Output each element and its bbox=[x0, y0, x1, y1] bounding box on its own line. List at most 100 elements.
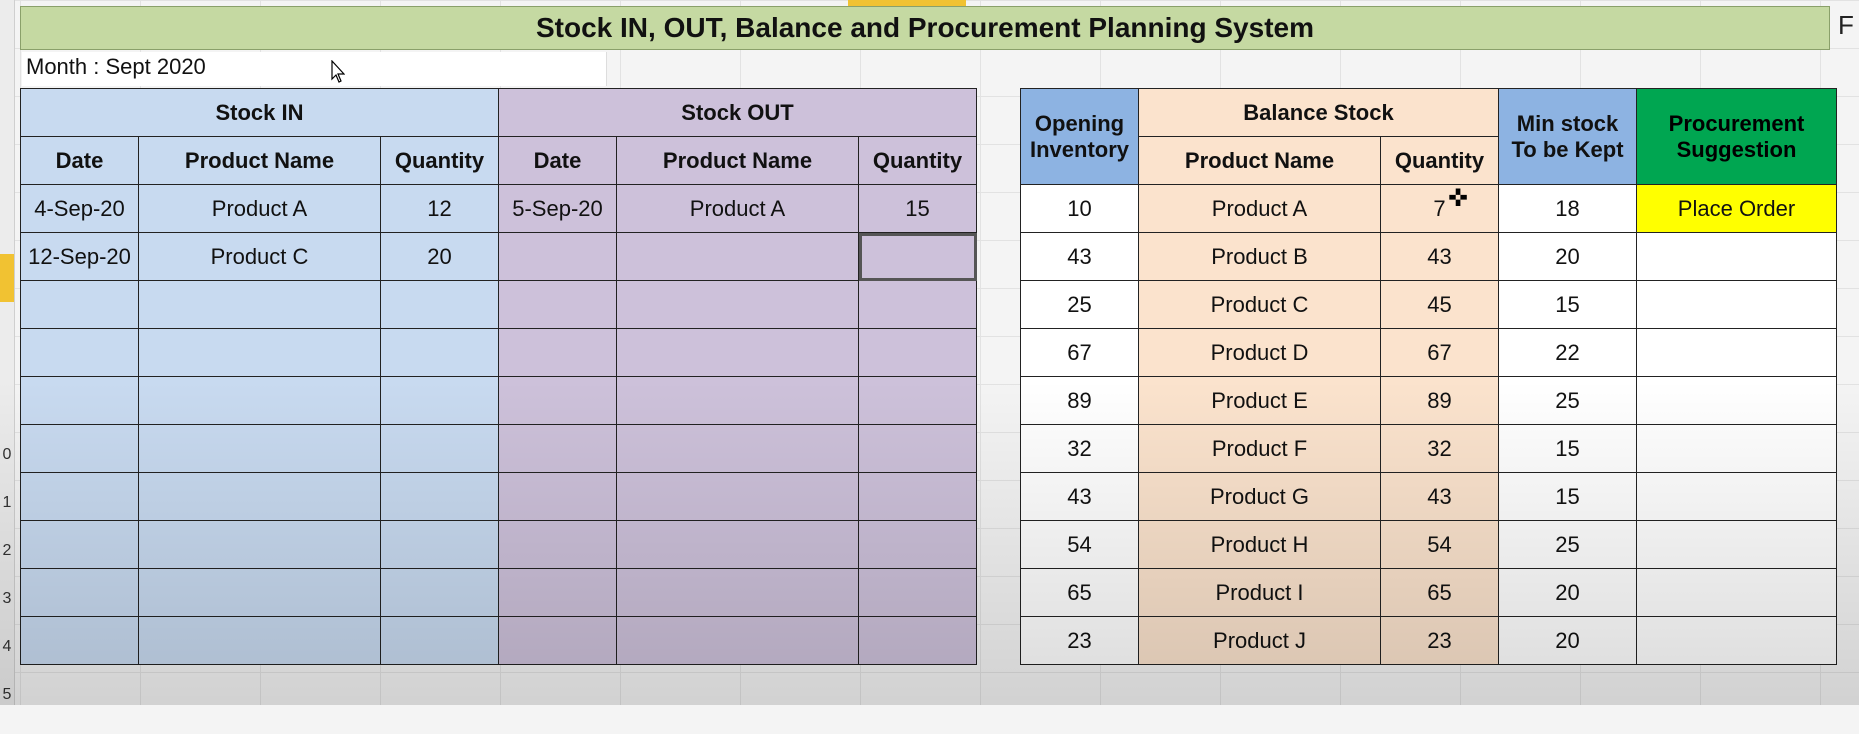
row-number[interactable] bbox=[0, 398, 14, 446]
stock-in-date-cell[interactable] bbox=[20, 424, 139, 473]
stock-out-date-cell[interactable] bbox=[498, 280, 617, 329]
stock-out-date-cell[interactable] bbox=[498, 232, 617, 281]
stock-in-product-cell[interactable] bbox=[138, 520, 381, 569]
row-number[interactable] bbox=[0, 14, 14, 62]
min-stock-cell[interactable]: 15 bbox=[1498, 280, 1637, 329]
stock-in-product-cell[interactable] bbox=[138, 424, 381, 473]
row-number[interactable]: 2 bbox=[2, 542, 12, 559]
balance-quantity-cell[interactable]: 7 bbox=[1380, 184, 1499, 233]
stock-in-quantity-cell[interactable] bbox=[380, 328, 499, 377]
opening-inventory-cell[interactable]: 67 bbox=[1020, 328, 1139, 377]
stock-in-date-cell[interactable] bbox=[20, 520, 139, 569]
procurement-suggestion-cell[interactable] bbox=[1636, 520, 1837, 569]
min-stock-cell[interactable]: 25 bbox=[1498, 520, 1637, 569]
stock-in-date-cell[interactable] bbox=[20, 376, 139, 425]
balance-product-cell[interactable]: Product E bbox=[1138, 376, 1381, 425]
balance-product-cell[interactable]: Product I bbox=[1138, 568, 1381, 617]
balance-quantity-cell[interactable]: 67 bbox=[1380, 328, 1499, 377]
stock-out-quantity-cell[interactable] bbox=[858, 376, 977, 425]
procurement-suggestion-cell[interactable] bbox=[1636, 472, 1837, 521]
balance-product-cell[interactable]: Product F bbox=[1138, 424, 1381, 473]
stock-out-product-cell[interactable]: Product A bbox=[616, 184, 859, 233]
stock-out-product-cell[interactable] bbox=[616, 328, 859, 377]
opening-inventory-cell[interactable]: 43 bbox=[1020, 232, 1139, 281]
min-stock-cell[interactable]: 20 bbox=[1498, 616, 1637, 665]
stock-out-product-header[interactable]: Product Name bbox=[616, 136, 859, 185]
balance-quantity-cell[interactable]: 43 bbox=[1380, 232, 1499, 281]
row-number[interactable]: 1 bbox=[2, 494, 12, 511]
procurement-suggestion-cell[interactable] bbox=[1636, 424, 1837, 473]
stock-out-quantity-cell[interactable] bbox=[858, 424, 977, 473]
row-headers[interactable]: 0 1 2 3 4 5 bbox=[0, 0, 15, 705]
stock-in-date-cell[interactable] bbox=[20, 472, 139, 521]
opening-inventory-cell[interactable]: 65 bbox=[1020, 568, 1139, 617]
stock-out-product-cell[interactable] bbox=[616, 232, 859, 281]
stock-in-date-cell[interactable]: 12-Sep-20 bbox=[20, 232, 139, 281]
row-number[interactable] bbox=[0, 350, 14, 398]
procurement-suggestion-cell[interactable] bbox=[1636, 280, 1837, 329]
opening-inventory-cell[interactable]: 43 bbox=[1020, 472, 1139, 521]
stock-out-quantity-cell[interactable] bbox=[858, 520, 977, 569]
stock-out-product-cell[interactable] bbox=[616, 424, 859, 473]
procurement-suggestion-cell[interactable] bbox=[1636, 568, 1837, 617]
stock-in-quantity-cell[interactable] bbox=[380, 520, 499, 569]
balance-quantity-cell[interactable]: 89 bbox=[1380, 376, 1499, 425]
stock-in-date-cell[interactable] bbox=[20, 280, 139, 329]
stock-out-quantity-cell[interactable] bbox=[858, 232, 977, 281]
stock-out-product-cell[interactable] bbox=[616, 520, 859, 569]
stock-out-quantity-cell[interactable] bbox=[858, 280, 977, 329]
sheet-title[interactable]: Stock IN, OUT, Balance and Procurement P… bbox=[20, 6, 1830, 50]
stock-out-quantity-cell[interactable] bbox=[858, 472, 977, 521]
min-stock-header[interactable]: Min stock To be Kept bbox=[1498, 88, 1637, 185]
stock-in-quantity-cell[interactable] bbox=[380, 568, 499, 617]
balance-product-cell[interactable]: Product H bbox=[1138, 520, 1381, 569]
stock-in-quantity-cell[interactable] bbox=[380, 280, 499, 329]
stock-out-quantity-cell[interactable] bbox=[858, 616, 977, 665]
row-number[interactable] bbox=[0, 206, 14, 254]
min-stock-cell[interactable]: 22 bbox=[1498, 328, 1637, 377]
stock-out-date-header[interactable]: Date bbox=[498, 136, 617, 185]
stock-in-date-cell[interactable] bbox=[20, 568, 139, 617]
opening-inventory-header[interactable]: Opening Inventory bbox=[1020, 88, 1139, 185]
stock-out-date-cell[interactable] bbox=[498, 520, 617, 569]
row-number[interactable] bbox=[0, 158, 14, 206]
stock-in-quantity-header[interactable]: Quantity bbox=[380, 136, 499, 185]
balance-quantity-cell[interactable]: 32 bbox=[1380, 424, 1499, 473]
opening-inventory-cell[interactable]: 32 bbox=[1020, 424, 1139, 473]
min-stock-cell[interactable]: 25 bbox=[1498, 376, 1637, 425]
balance-quantity-cell[interactable]: 43 bbox=[1380, 472, 1499, 521]
opening-inventory-cell[interactable]: 23 bbox=[1020, 616, 1139, 665]
stock-in-date-cell[interactable] bbox=[20, 328, 139, 377]
stock-in-product-cell[interactable] bbox=[138, 472, 381, 521]
balance-product-cell[interactable]: Product D bbox=[1138, 328, 1381, 377]
min-stock-cell[interactable]: 15 bbox=[1498, 424, 1637, 473]
balance-product-header[interactable]: Product Name bbox=[1138, 136, 1381, 185]
stock-in-product-cell[interactable] bbox=[138, 376, 381, 425]
procurement-suggestion-cell[interactable] bbox=[1636, 616, 1837, 665]
balance-product-cell[interactable]: Product A bbox=[1138, 184, 1381, 233]
row-number[interactable] bbox=[0, 254, 14, 302]
opening-inventory-cell[interactable]: 54 bbox=[1020, 520, 1139, 569]
stock-in-product-cell[interactable] bbox=[138, 280, 381, 329]
stock-out-date-cell[interactable] bbox=[498, 568, 617, 617]
stock-in-quantity-cell[interactable] bbox=[380, 424, 499, 473]
stock-in-product-cell[interactable] bbox=[138, 616, 381, 665]
stock-out-product-cell[interactable] bbox=[616, 568, 859, 617]
stock-in-quantity-cell[interactable] bbox=[380, 376, 499, 425]
opening-inventory-cell[interactable]: 10 bbox=[1020, 184, 1139, 233]
stock-out-product-cell[interactable] bbox=[616, 376, 859, 425]
procurement-suggestion-header[interactable]: Procurement Suggestion bbox=[1636, 88, 1837, 185]
stock-in-date-header[interactable]: Date bbox=[20, 136, 139, 185]
row-number[interactable]: 4 bbox=[2, 638, 12, 655]
stock-out-date-cell[interactable] bbox=[498, 616, 617, 665]
balance-quantity-cell[interactable]: 54 bbox=[1380, 520, 1499, 569]
stock-in-quantity-cell[interactable]: 12 bbox=[380, 184, 499, 233]
stock-out-quantity-cell[interactable] bbox=[858, 328, 977, 377]
balance-quantity-header[interactable]: Quantity bbox=[1380, 136, 1499, 185]
min-stock-cell[interactable]: 20 bbox=[1498, 232, 1637, 281]
stock-in-quantity-cell[interactable]: 20 bbox=[380, 232, 499, 281]
min-stock-cell[interactable]: 18 bbox=[1498, 184, 1637, 233]
stock-in-quantity-cell[interactable] bbox=[380, 472, 499, 521]
row-number[interactable]: 3 bbox=[2, 590, 12, 607]
opening-inventory-cell[interactable]: 89 bbox=[1020, 376, 1139, 425]
